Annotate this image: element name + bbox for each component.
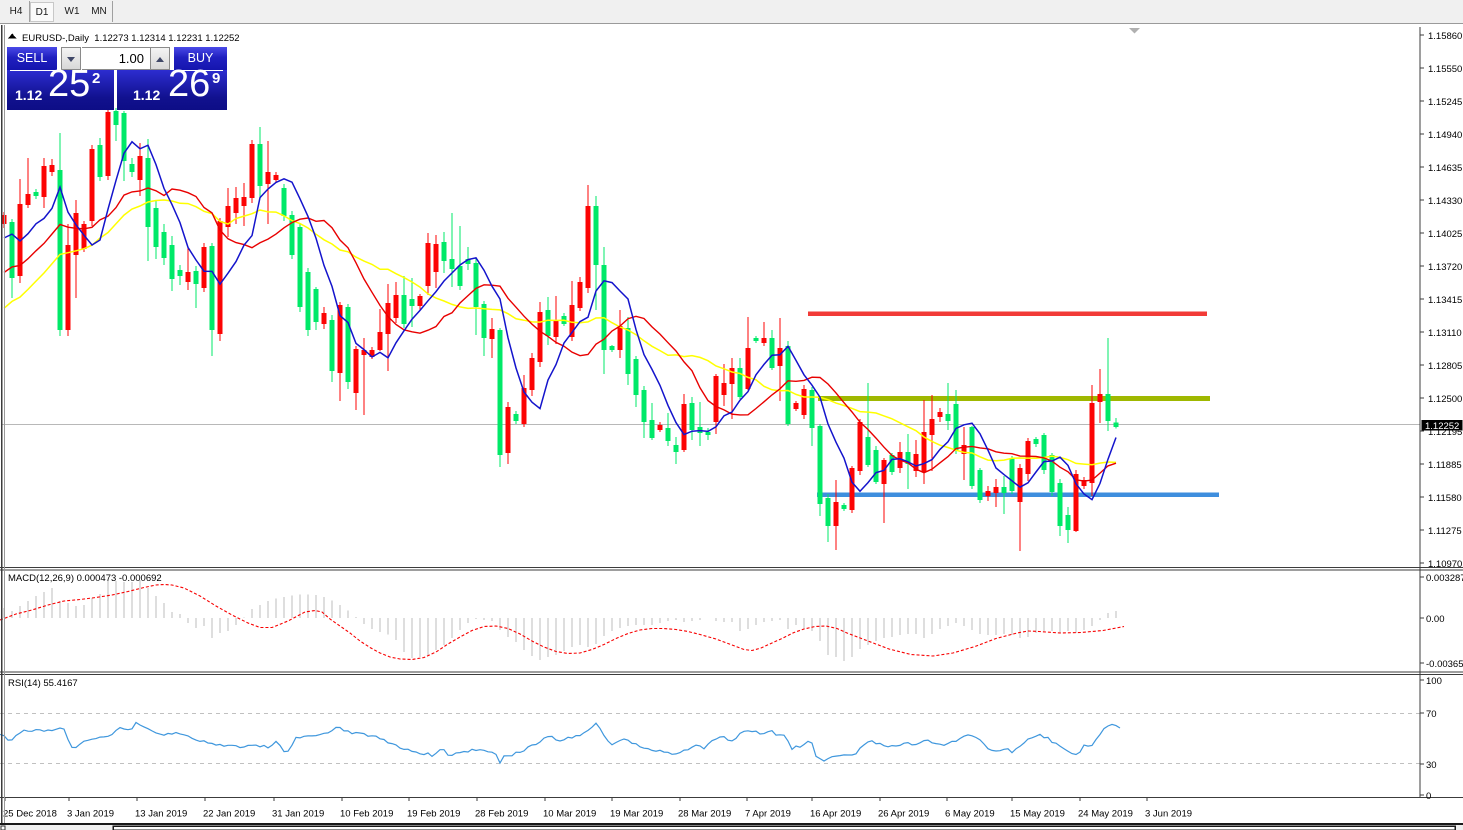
svg-text:28 Mar 2019: 28 Mar 2019 bbox=[678, 809, 731, 820]
svg-text:1.14025: 1.14025 bbox=[1428, 229, 1462, 240]
svg-text:0.003287: 0.003287 bbox=[1426, 573, 1463, 584]
svg-text:1.10970: 1.10970 bbox=[1428, 559, 1462, 570]
svg-text:100: 100 bbox=[1426, 676, 1442, 687]
svg-text:7 Apr 2019: 7 Apr 2019 bbox=[745, 809, 791, 820]
svg-text:1.13415: 1.13415 bbox=[1428, 295, 1462, 306]
svg-text:1.15550: 1.15550 bbox=[1428, 64, 1462, 75]
svg-text:1.12500: 1.12500 bbox=[1428, 394, 1462, 405]
svg-text:16 Apr 2019: 16 Apr 2019 bbox=[810, 809, 861, 820]
svg-text:30: 30 bbox=[1426, 760, 1437, 771]
svg-text:10 Feb 2019: 10 Feb 2019 bbox=[340, 809, 393, 820]
svg-text:1.11580: 1.11580 bbox=[1428, 493, 1462, 504]
svg-text:1.14940: 1.14940 bbox=[1428, 130, 1462, 141]
svg-text:26 Apr 2019: 26 Apr 2019 bbox=[878, 809, 929, 820]
svg-text:-0.003659: -0.003659 bbox=[1426, 659, 1463, 670]
svg-text:6 May 2019: 6 May 2019 bbox=[945, 809, 995, 820]
svg-text:1.13720: 1.13720 bbox=[1428, 262, 1462, 273]
svg-text:1.14635: 1.14635 bbox=[1428, 163, 1462, 174]
svg-text:EURUSD-,Daily 1.12273 1.12314: EURUSD-,Daily 1.12273 1.12314 1.12231 1.… bbox=[22, 33, 240, 44]
svg-text:24 May 2019: 24 May 2019 bbox=[1078, 809, 1133, 820]
svg-text:3 Jun 2019: 3 Jun 2019 bbox=[1145, 809, 1192, 820]
svg-text:1.11885: 1.11885 bbox=[1428, 460, 1462, 471]
svg-text:1.13110: 1.13110 bbox=[1428, 328, 1462, 339]
svg-text:15 May 2019: 15 May 2019 bbox=[1010, 809, 1065, 820]
svg-text:1.12252: 1.12252 bbox=[1425, 421, 1459, 432]
svg-text:13 Jan 2019: 13 Jan 2019 bbox=[135, 809, 187, 820]
svg-text:25 Dec 2018: 25 Dec 2018 bbox=[3, 809, 57, 820]
svg-text:1.14330: 1.14330 bbox=[1428, 196, 1462, 207]
svg-text:10 Mar 2019: 10 Mar 2019 bbox=[543, 809, 596, 820]
svg-text:0.00: 0.00 bbox=[1426, 614, 1445, 625]
svg-text:1.12805: 1.12805 bbox=[1428, 361, 1462, 372]
svg-text:0: 0 bbox=[1426, 791, 1431, 802]
svg-text:1.15860: 1.15860 bbox=[1428, 31, 1462, 42]
svg-text:28 Feb 2019: 28 Feb 2019 bbox=[475, 809, 528, 820]
svg-text:1.15245: 1.15245 bbox=[1428, 97, 1462, 108]
svg-text:1.11275: 1.11275 bbox=[1428, 526, 1462, 537]
svg-text:1.12195: 1.12195 bbox=[1428, 427, 1462, 438]
svg-text:31 Jan 2019: 31 Jan 2019 bbox=[272, 809, 324, 820]
svg-text:RSI(14) 55.4167: RSI(14) 55.4167 bbox=[8, 678, 78, 689]
svg-text:22 Jan 2019: 22 Jan 2019 bbox=[203, 809, 255, 820]
svg-text:3 Jan 2019: 3 Jan 2019 bbox=[67, 809, 114, 820]
svg-text:MACD(12,26,9) 0.000473 -0.0006: MACD(12,26,9) 0.000473 -0.000692 bbox=[8, 573, 162, 584]
svg-text:19 Feb 2019: 19 Feb 2019 bbox=[407, 809, 460, 820]
svg-text:70: 70 bbox=[1426, 709, 1437, 720]
svg-text:19 Mar 2019: 19 Mar 2019 bbox=[610, 809, 663, 820]
